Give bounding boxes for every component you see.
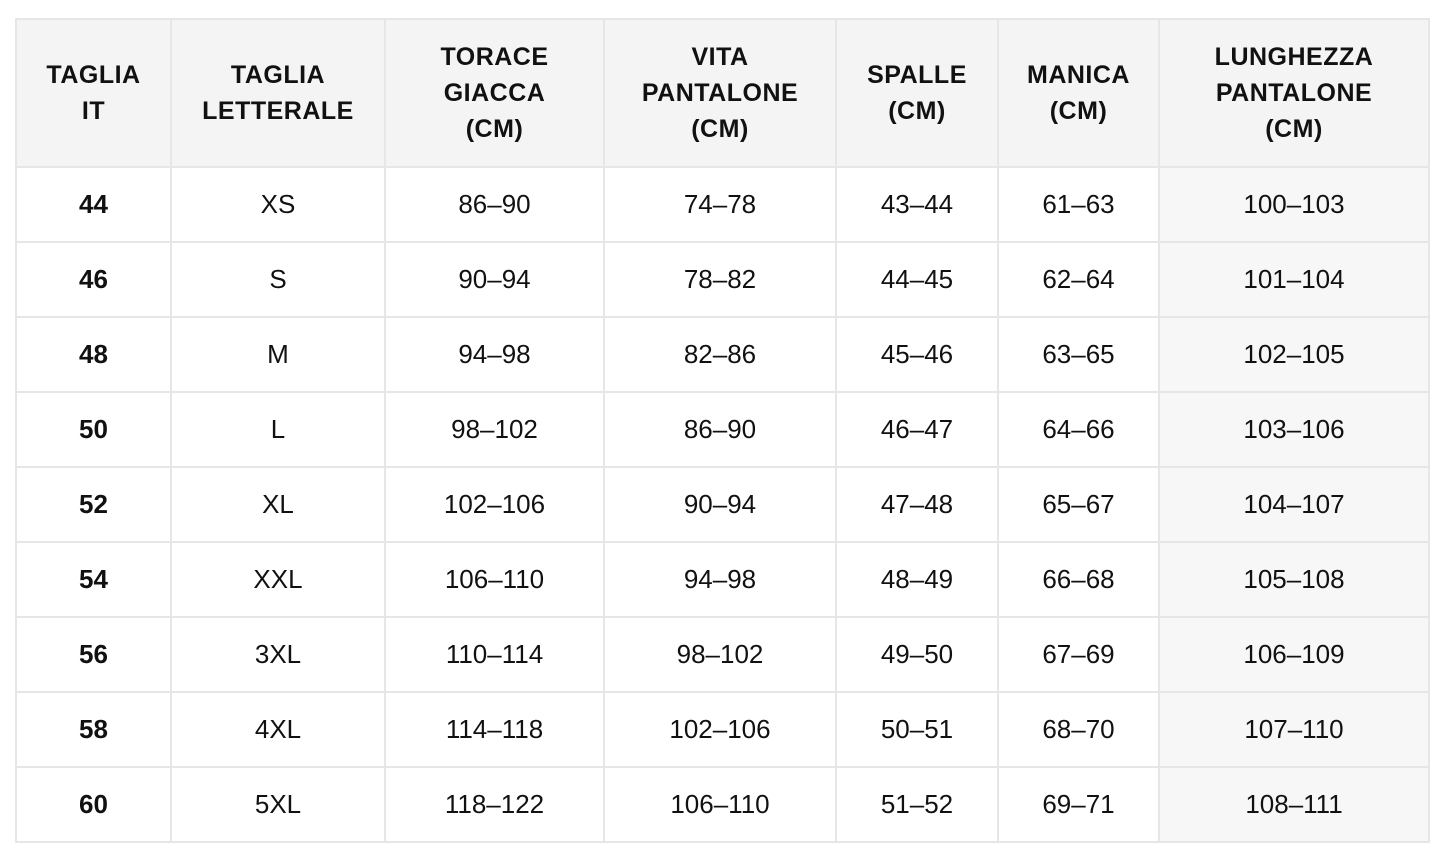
table-cell: 48 — [15, 316, 172, 393]
column-header: MANICA (CM) — [997, 18, 1160, 168]
table-cell: 118–122 — [384, 766, 605, 843]
table-cell: 101–104 — [1158, 241, 1430, 318]
table-cell: 78–82 — [603, 241, 837, 318]
table-cell: 50–51 — [835, 691, 999, 768]
column-header: VITA PANTALONE (CM) — [603, 18, 837, 168]
table-cell: 102–105 — [1158, 316, 1430, 393]
column-header: LUNGHEZZA PANTALONE (CM) — [1158, 18, 1430, 168]
table-cell: 62–64 — [997, 241, 1160, 318]
table-cell: 90–94 — [603, 466, 837, 543]
table-cell: 106–110 — [384, 541, 605, 618]
table-cell: 98–102 — [384, 391, 605, 468]
table-cell: 106–110 — [603, 766, 837, 843]
table-cell: 104–107 — [1158, 466, 1430, 543]
table-cell: 94–98 — [603, 541, 837, 618]
table-cell: 43–44 — [835, 166, 999, 243]
table-cell: 65–67 — [997, 466, 1160, 543]
table-cell: 108–111 — [1158, 766, 1430, 843]
header-row: TAGLIA IT TAGLIA LETTERALE TORACE GIACCA (… — [15, 18, 1430, 168]
table-cell: 51–52 — [835, 766, 999, 843]
table-cell: 68–70 — [997, 691, 1160, 768]
table-body: 44 XS 86–90 74–78 43–44 61–63 100–103 46 S 90–94 7… — [15, 166, 1430, 843]
table-cell: M — [170, 316, 386, 393]
table-cell: 52 — [15, 466, 172, 543]
table-cell: 82–86 — [603, 316, 837, 393]
column-header: TORACE GIACCA (CM) — [384, 18, 605, 168]
table-cell: 107–110 — [1158, 691, 1430, 768]
table-cell: 56 — [15, 616, 172, 693]
table-cell: S — [170, 241, 386, 318]
table-cell: 86–90 — [603, 391, 837, 468]
table-cell: 60 — [15, 766, 172, 843]
table-cell: 106–109 — [1158, 616, 1430, 693]
table-cell: L — [170, 391, 386, 468]
table-cell: 44–45 — [835, 241, 999, 318]
table-cell: 46 — [15, 241, 172, 318]
table-cell: 61–63 — [997, 166, 1160, 243]
table-cell: 100–103 — [1158, 166, 1430, 243]
table-cell: 44 — [15, 166, 172, 243]
table-cell: XL — [170, 466, 386, 543]
table-cell: 103–106 — [1158, 391, 1430, 468]
table-cell: 46–47 — [835, 391, 999, 468]
table-row: 44 XS 86–90 74–78 43–44 61–63 100–103 — [15, 166, 1430, 243]
table-row: 54 XXL 106–110 94–98 48–49 66–68 105–108 — [15, 541, 1430, 618]
table-row: 60 5XL 118–122 106–110 51–52 69–71 108–111 — [15, 766, 1430, 843]
table-cell: 105–108 — [1158, 541, 1430, 618]
table-cell: 45–46 — [835, 316, 999, 393]
table-row: 46 S 90–94 78–82 44–45 62–64 101–104 — [15, 241, 1430, 318]
table-cell: 114–118 — [384, 691, 605, 768]
table-cell: 74–78 — [603, 166, 837, 243]
table-cell: 94–98 — [384, 316, 605, 393]
column-header: TAGLIA LETTERALE — [170, 18, 386, 168]
table-cell: XS — [170, 166, 386, 243]
table-cell: 90–94 — [384, 241, 605, 318]
table-cell: 110–114 — [384, 616, 605, 693]
table-cell: 58 — [15, 691, 172, 768]
table-cell: 3XL — [170, 616, 386, 693]
table-row: 48 M 94–98 82–86 45–46 63–65 102–105 — [15, 316, 1430, 393]
column-header: TAGLIA IT — [15, 18, 172, 168]
table-cell: XXL — [170, 541, 386, 618]
size-table: TAGLIA IT TAGLIA LETTERALE TORACE GIACCA (… — [15, 18, 1430, 843]
table-cell: 86–90 — [384, 166, 605, 243]
table-cell: 4XL — [170, 691, 386, 768]
table-cell: 63–65 — [997, 316, 1160, 393]
column-header: SPALLE (CM) — [835, 18, 999, 168]
table-row: 52 XL 102–106 90–94 47–48 65–67 104–107 — [15, 466, 1430, 543]
table-cell: 66–68 — [997, 541, 1160, 618]
table-cell: 5XL — [170, 766, 386, 843]
table-row: 58 4XL 114–118 102–106 50–51 68–70 107–110 — [15, 691, 1430, 768]
table-cell: 98–102 — [603, 616, 837, 693]
table-cell: 49–50 — [835, 616, 999, 693]
table-cell: 102–106 — [384, 466, 605, 543]
table-cell: 102–106 — [603, 691, 837, 768]
table-cell: 48–49 — [835, 541, 999, 618]
table-cell: 64–66 — [997, 391, 1160, 468]
table-row: 50 L 98–102 86–90 46–47 64–66 103–106 — [15, 391, 1430, 468]
table-cell: 54 — [15, 541, 172, 618]
table-cell: 69–71 — [997, 766, 1160, 843]
table-cell: 67–69 — [997, 616, 1160, 693]
table-row: 56 3XL 110–114 98–102 49–50 67–69 106–109 — [15, 616, 1430, 693]
table-cell: 47–48 — [835, 466, 999, 543]
table-cell: 50 — [15, 391, 172, 468]
